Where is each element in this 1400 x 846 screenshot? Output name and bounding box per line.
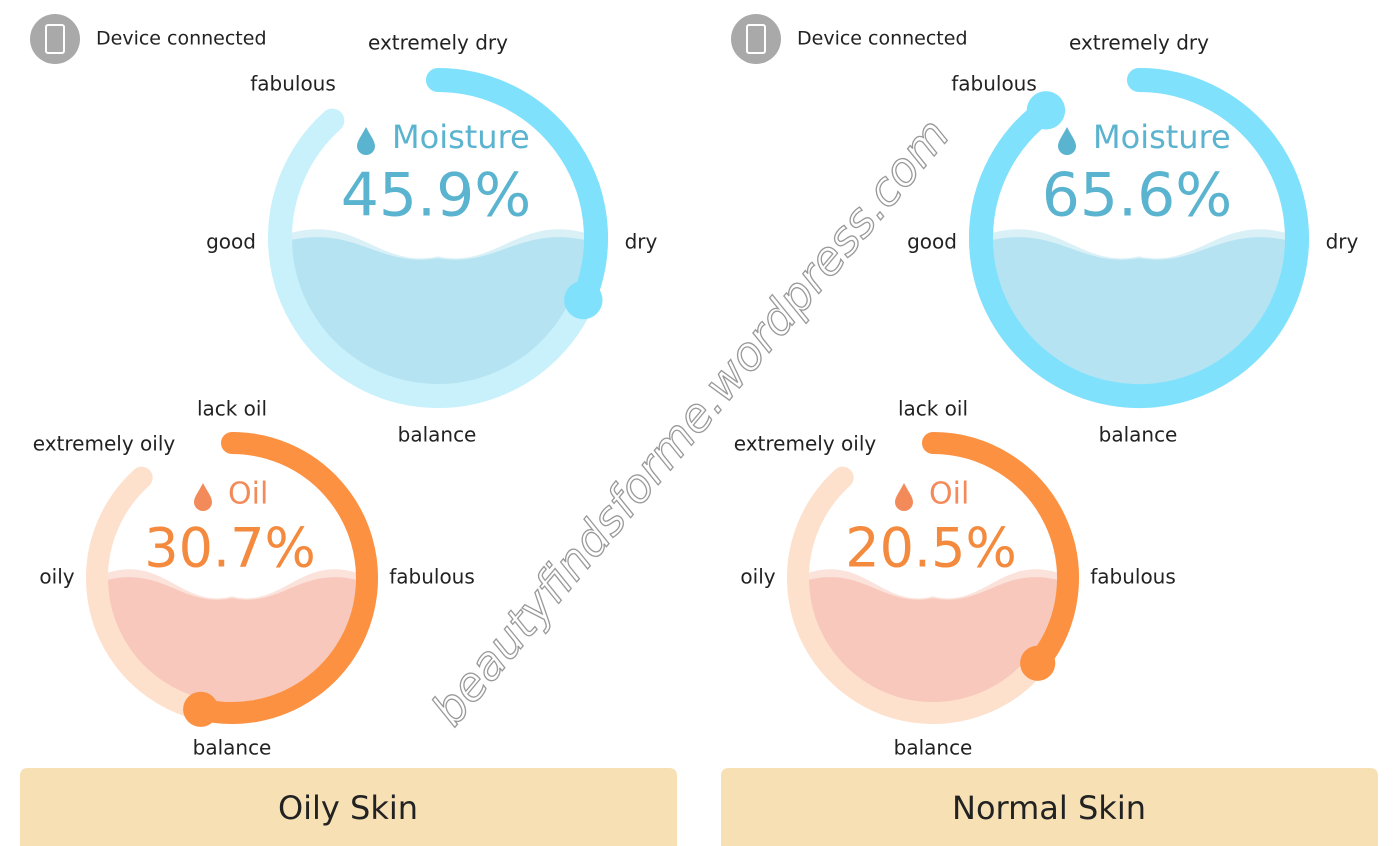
gauge-label: balance [398, 423, 477, 447]
gauge-label: balance [193, 736, 272, 760]
result-box [20, 768, 677, 846]
gauge-value: 30.7% [144, 517, 316, 580]
water [808, 569, 1058, 703]
gauge-value: 65.6% [1042, 161, 1233, 231]
gauge-value-arc [922, 432, 1079, 675]
device-status: Device connected [96, 28, 267, 50]
gauge-label: fabulous [389, 565, 475, 589]
gauge-label: oily [39, 565, 74, 589]
gauge-label: extremely dry [1069, 31, 1209, 55]
gauge-title: Oil [929, 477, 969, 512]
gauge-label: dry [625, 230, 658, 254]
gauge-value-arc [969, 68, 1309, 408]
gauge-knob [1020, 645, 1056, 681]
water-wave [992, 237, 1286, 385]
gauge-title: Oil [228, 477, 268, 512]
water-wave [107, 577, 357, 703]
gauge-label: fabulous [951, 72, 1037, 96]
water-wave [291, 237, 585, 385]
device-icon-phone [45, 24, 65, 54]
device-icon [30, 14, 80, 64]
gauge-knob [183, 691, 219, 727]
device-icon [731, 14, 781, 64]
result-label: Oily Skin [278, 789, 418, 827]
drop-icon [194, 483, 212, 511]
gauge-label: good [907, 230, 957, 254]
gauge-label: extremely oily [734, 432, 877, 456]
gauge-knob [564, 280, 603, 320]
gauge-label: lack oil [898, 397, 968, 421]
drop-icon [357, 127, 375, 155]
gauge-title: Moisture [392, 118, 530, 156]
gauge-label: good [206, 230, 256, 254]
water-wave [808, 577, 1058, 703]
water [291, 229, 585, 385]
gauge-label: lack oil [197, 397, 267, 421]
gauge-label: fabulous [1090, 565, 1176, 589]
drop-icon [895, 483, 913, 511]
gauge-value-arc [189, 432, 378, 724]
gauge-label: balance [894, 736, 973, 760]
gauge-label: fabulous [250, 72, 336, 96]
gauge-label: oily [740, 565, 775, 589]
device-icon-phone [746, 24, 766, 54]
panel: Device connected Moisture 45.9% extremely d… [20, 14, 677, 846]
water [992, 229, 1286, 385]
gauge-label: extremely dry [368, 31, 508, 55]
gauge-label: balance [1099, 423, 1178, 447]
gauge-label: dry [1326, 230, 1359, 254]
result-box [721, 768, 1378, 846]
gauge-title: Moisture [1093, 118, 1231, 156]
panel: Device connected Moisture 65.6% extremely d… [721, 14, 1378, 846]
result-label: Normal Skin [952, 789, 1146, 827]
drop-icon [1058, 127, 1076, 155]
water [107, 569, 357, 703]
gauge-value: 45.9% [341, 161, 532, 231]
gauge-value-arc [426, 68, 608, 313]
device-status: Device connected [797, 28, 968, 50]
gauge-label: extremely oily [33, 432, 176, 456]
gauge-value: 20.5% [845, 517, 1017, 580]
gauge-knob [1026, 91, 1066, 130]
